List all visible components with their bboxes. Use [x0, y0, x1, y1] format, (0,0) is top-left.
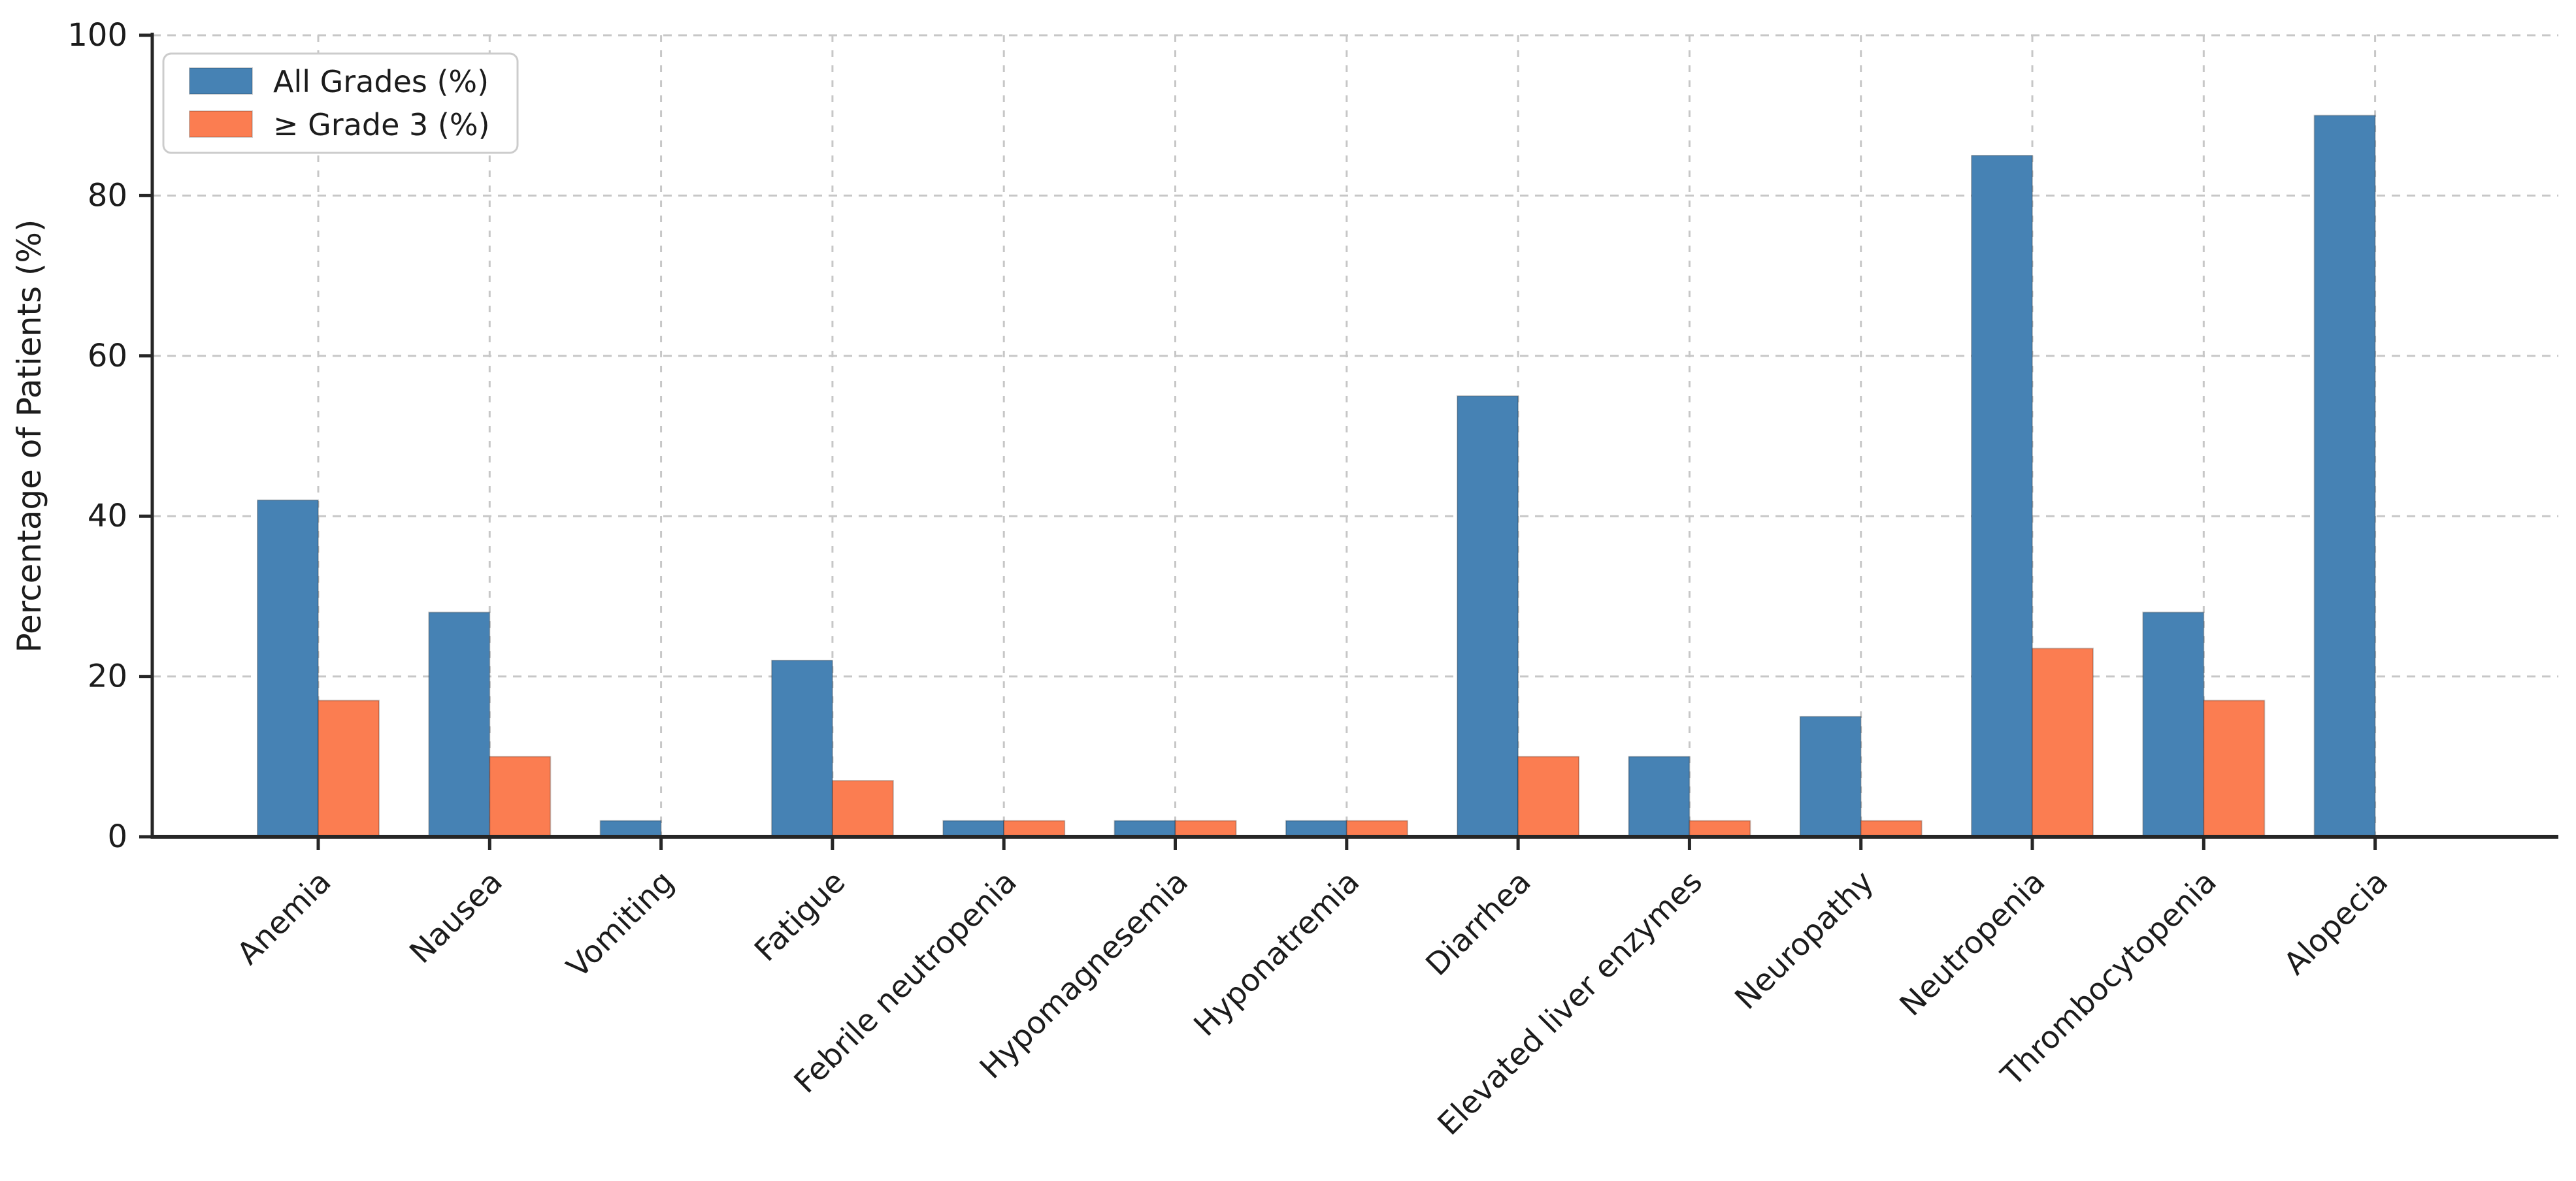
bar-all-grades-fatigue	[770, 660, 833, 837]
bar-all-grades-neuropathy	[1799, 715, 1862, 837]
y-tick-label-60: 60	[88, 338, 127, 374]
bar-grade-3-nausea	[489, 756, 552, 838]
y-tick-label-80: 80	[88, 177, 127, 214]
y-axis-title: Percentage of Patients (%)	[10, 219, 48, 653]
bar-all-grades-febrile-neutropenia	[942, 820, 1005, 837]
legend: All Grades (%) ≥ Grade 3 (%)	[162, 52, 519, 154]
bar-all-grades-neutropenia	[1971, 155, 2033, 837]
y-tick-label-20: 20	[88, 658, 127, 695]
legend-label-grade-3: ≥ Grade 3 (%)	[273, 107, 490, 142]
legend-swatch-all-grades	[189, 67, 253, 95]
bar-grade-3-anemia	[318, 700, 380, 838]
bar-grade-3-neutropenia	[2032, 647, 2094, 838]
bar-grade-3-elevated-liver-enzymes	[1689, 820, 1751, 837]
bar-grade-3-febrile-neutropenia	[1003, 820, 1066, 837]
bar-all-grades-elevated-liver-enzymes	[1628, 756, 1691, 838]
bar-all-grades-vomiting	[599, 820, 662, 837]
y-axis-ticks: 0 20 40 60 80 100	[67, 17, 152, 855]
bar-grade-3-fatigue	[831, 780, 894, 837]
legend-label-all-grades: All Grades (%)	[273, 64, 489, 99]
bar-all-grades-nausea	[428, 611, 491, 837]
y-tick-label-100: 100	[67, 17, 127, 54]
legend-item-grade-3: ≥ Grade 3 (%)	[189, 107, 490, 142]
bar-grade-3-hyponatremia	[1346, 820, 1408, 837]
legend-item-all-grades: All Grades (%)	[189, 64, 489, 99]
bar-grade-3-diarrhea	[1517, 756, 1580, 838]
bar-all-grades-hyponatremia	[1285, 820, 1347, 837]
bar-grade-3-neuropathy	[1860, 820, 1923, 837]
bar-grade-3-thrombocytopenia	[2203, 700, 2266, 838]
legend-swatch-grade-3	[189, 110, 253, 138]
bar-all-grades-alopecia	[2313, 114, 2376, 838]
series-grade-3	[318, 647, 2266, 838]
bars	[257, 114, 2376, 838]
bar-all-grades-thrombocytopenia	[2142, 611, 2205, 837]
series-all-grades	[257, 114, 2376, 838]
bar-all-grades-anemia	[257, 499, 319, 837]
y-tick-label-40: 40	[88, 498, 127, 534]
bar-all-grades-hypomagnesemia	[1114, 820, 1176, 837]
bar-all-grades-diarrhea	[1457, 395, 1519, 837]
bar-grade-3-hypomagnesemia	[1174, 820, 1237, 837]
y-tick-label-0: 0	[107, 818, 127, 855]
